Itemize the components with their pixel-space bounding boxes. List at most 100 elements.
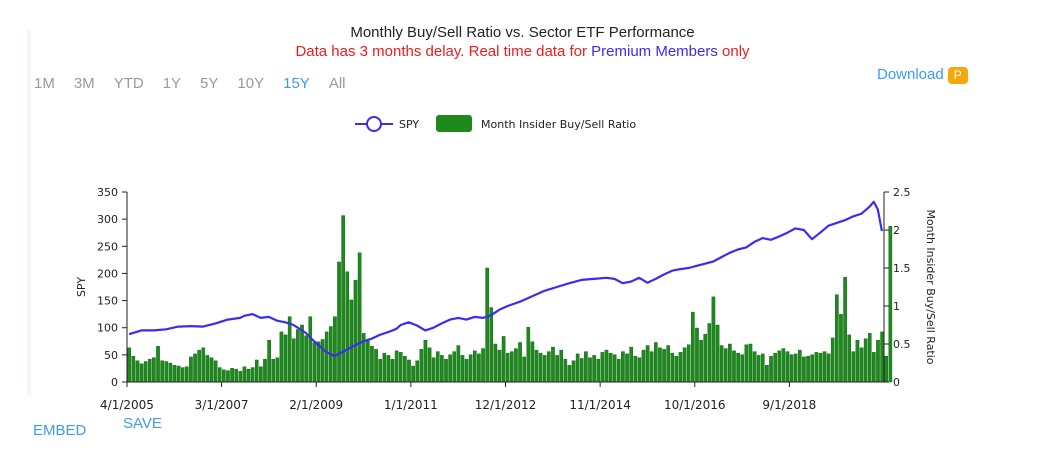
ratio-bar (510, 351, 514, 383)
right-tick-label: 1.5 (893, 262, 911, 275)
ratio-bar (814, 352, 819, 383)
range-3m[interactable]: 3M (73, 75, 95, 92)
ratio-bar (818, 352, 823, 383)
ratio-bar (172, 365, 177, 383)
ratio-bar (555, 355, 559, 383)
ratio-bar (497, 349, 502, 383)
ratio-bar (863, 338, 868, 383)
x-tick-label: 11/1/2014 (569, 398, 631, 412)
ratio-bar (440, 355, 444, 383)
ratio-bar (185, 366, 189, 383)
ratio-bar (769, 355, 773, 383)
ratio-bar (370, 346, 374, 383)
ratio-bar (781, 348, 786, 383)
y-axis-left-title: SPY (75, 277, 88, 297)
ratio-bar (473, 350, 477, 383)
ratio-bar (835, 294, 839, 383)
ratio-bar (723, 348, 728, 383)
ratio-bar (839, 314, 843, 383)
ratio-bar (855, 340, 860, 383)
ratio-bar (312, 342, 317, 383)
ratio-bar (300, 324, 304, 383)
range-5y[interactable]: 5Y (200, 75, 219, 92)
range-1y[interactable]: 1Y (162, 75, 182, 92)
range-ytd[interactable]: YTD (113, 75, 144, 92)
ratio-bar (415, 360, 420, 383)
ratio-bar (378, 359, 382, 383)
ratio-bar (501, 336, 506, 383)
ratio-bar (514, 348, 518, 383)
ratio-bar (707, 323, 712, 383)
ratio-bar (333, 316, 337, 383)
y-axis-right-title: Month Insider Buy/Sell Ratio (924, 209, 937, 364)
ratio-bar (382, 352, 387, 383)
right-tick-label: 0.5 (893, 338, 911, 351)
premium-badge-icon: P (947, 66, 968, 84)
ratio-bar (493, 343, 498, 383)
ratio-bar (579, 358, 584, 383)
ratio-bar (851, 351, 856, 383)
ratio-bar (205, 355, 210, 383)
ratio-bar (752, 351, 757, 383)
ratio-bar (263, 359, 267, 383)
ratio-bar (802, 356, 806, 383)
ratio-bar (522, 356, 526, 383)
ratio-bar (563, 359, 568, 383)
ratio-bar (147, 359, 152, 383)
range-15y[interactable]: 15Y (283, 75, 310, 92)
range-all[interactable]: All (328, 75, 346, 92)
ratio-bar (505, 352, 510, 383)
ratio-bar (275, 357, 280, 383)
ratio-bar (584, 351, 588, 383)
ratio-bar (246, 368, 251, 383)
ratio-bar (419, 349, 424, 383)
embed-button[interactable]: EMBED (33, 422, 87, 439)
save-button[interactable]: SAVE (123, 415, 162, 432)
ratio-bar (374, 349, 378, 383)
ratio-bar (740, 354, 745, 383)
ratio-bar (534, 349, 539, 383)
ratio-bar (654, 342, 658, 383)
ratio-bar (345, 271, 350, 383)
ratio-bar (744, 344, 749, 383)
ratio-bar (407, 359, 411, 383)
ratio-bar (481, 348, 485, 383)
download-label: Download (877, 66, 944, 83)
ratio-bar (637, 357, 642, 383)
ratio-bar (867, 333, 872, 383)
ratio-bar (736, 352, 740, 383)
ratio-bar (592, 355, 596, 383)
ratio-bar (398, 352, 403, 383)
range-1m[interactable]: 1M (34, 75, 55, 92)
ratio-bar (337, 261, 341, 383)
ratio-bar (608, 352, 613, 383)
ratio-bar (843, 276, 847, 383)
download-button[interactable]: Download P (877, 66, 968, 84)
ratio-bar (621, 351, 625, 383)
ratio-bar (604, 349, 609, 383)
ratio-bar (760, 353, 765, 383)
ratio-bar (617, 359, 621, 383)
ratio-bar (477, 353, 481, 383)
ratio-bar (489, 307, 494, 383)
left-tick-label: 150 (97, 295, 118, 308)
range-selector: 1M 3M YTD 1Y 5Y 10Y 15Y All (34, 75, 364, 92)
x-tick-label: 2/1/2009 (289, 398, 343, 412)
ratio-bar (789, 354, 794, 383)
x-tick-label: 1/1/2011 (384, 398, 438, 412)
ratio-bar (703, 333, 708, 383)
premium-members-link[interactable]: Premium Members (591, 43, 718, 60)
ratio-bar (822, 351, 827, 383)
range-10y[interactable]: 10Y (237, 75, 265, 92)
ratio-bar (341, 215, 345, 383)
ratio-bar (287, 316, 292, 383)
ratio-bar (279, 331, 284, 383)
ratio-bar (193, 353, 197, 383)
ratio-bar (254, 359, 259, 383)
ratio-bar (596, 359, 601, 383)
ratio-bar (460, 355, 465, 383)
ratio-bar (366, 340, 370, 383)
x-tick-label: 12/1/2012 (475, 398, 537, 412)
ratio-bar (538, 352, 543, 383)
